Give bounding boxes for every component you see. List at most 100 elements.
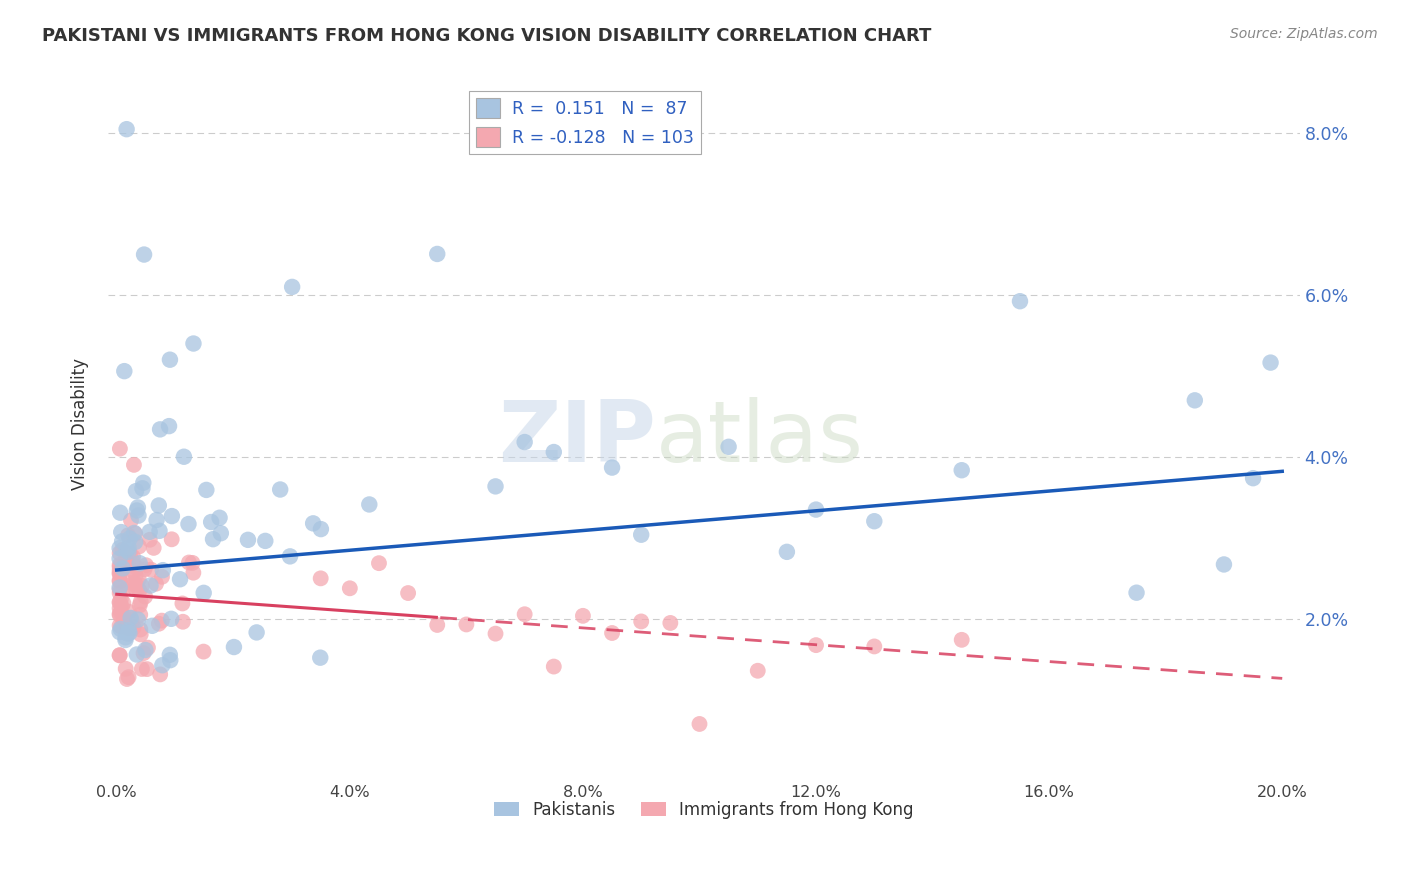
Point [117,545,139,559]
Point [141,619,163,633]
Point [513,607,536,622]
Point [160,612,183,626]
Point [159,648,181,662]
Point [302,516,325,531]
Point [139,563,162,577]
Point [172,597,194,611]
Point [110,565,132,579]
Point [114,662,136,676]
Point [111,542,134,557]
Point [426,618,449,632]
Text: ZIP: ZIP [499,397,657,480]
Point [281,280,304,294]
Point [118,622,141,636]
Point [108,607,131,621]
Point [132,475,155,490]
Point [129,595,152,609]
Point [121,575,143,590]
Point [128,540,150,554]
Point [124,576,146,591]
Point [149,667,172,681]
Point [172,615,194,629]
Point [131,481,153,495]
Point [132,646,155,660]
Point [309,571,332,585]
Point [145,576,167,591]
Point [108,541,131,555]
Point [1184,393,1206,408]
Point [108,596,131,610]
Point [134,562,156,576]
Text: PAKISTANI VS IMMIGRANTS FROM HONG KONG VISION DISABILITY CORRELATION CHART: PAKISTANI VS IMMIGRANTS FROM HONG KONG V… [42,27,932,45]
Point [688,717,710,731]
Point [118,605,141,619]
Point [863,514,886,528]
Point [659,615,682,630]
Point [108,618,131,632]
Point [139,533,162,547]
Point [426,247,449,261]
Point [108,601,131,615]
Point [122,549,145,564]
Point [108,595,131,609]
Point [339,582,361,596]
Point [125,503,148,517]
Point [804,502,827,516]
Point [108,625,131,640]
Point [124,535,146,549]
Point [543,659,565,673]
Point [202,532,225,546]
Point [112,364,135,378]
Point [148,499,170,513]
Point [169,572,191,586]
Point [863,640,886,654]
Point [125,484,148,499]
Point [118,547,141,561]
Point [246,625,269,640]
Point [108,573,131,587]
Point [120,611,142,625]
Point [118,532,141,546]
Point [111,534,134,549]
Point [108,586,131,600]
Point [122,525,145,540]
Point [600,626,623,640]
Point [134,590,156,604]
Point [150,658,173,673]
Point [159,653,181,667]
Point [118,626,141,640]
Point [138,524,160,539]
Point [117,579,139,593]
Point [121,614,143,628]
Point [142,541,165,555]
Point [195,483,218,497]
Point [129,607,152,622]
Point [396,586,419,600]
Point [117,626,139,640]
Point [183,336,205,351]
Point [117,670,139,684]
Point [236,533,259,547]
Point [222,640,245,654]
Point [112,612,135,626]
Point [484,479,506,493]
Point [269,483,291,497]
Point [125,560,148,574]
Point [124,582,146,596]
Point [456,617,478,632]
Point [208,510,231,524]
Point [117,528,139,542]
Point [152,563,174,577]
Point [131,579,153,593]
Point [1241,471,1264,485]
Point [112,618,135,632]
Point [128,599,150,613]
Point [543,445,565,459]
Point [108,564,131,578]
Point [150,570,173,584]
Point [127,580,149,594]
Point [128,508,150,523]
Point [950,463,973,477]
Point [117,624,139,638]
Point [112,596,135,610]
